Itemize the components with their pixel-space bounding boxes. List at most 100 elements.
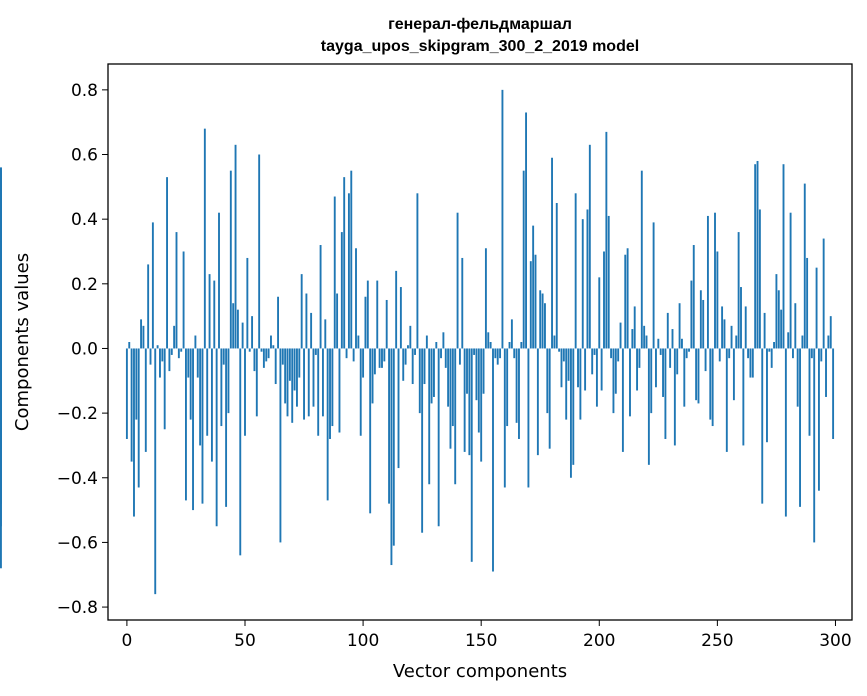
- bar: [692, 245, 695, 349]
- bar: [598, 277, 601, 349]
- bar: [562, 348, 565, 362]
- bar: [298, 348, 301, 378]
- bar: [317, 348, 320, 436]
- bar: [232, 303, 235, 349]
- bar: [359, 348, 362, 436]
- bar: [343, 177, 346, 349]
- bar: [773, 342, 775, 349]
- y-tick-label: −0.4: [57, 469, 98, 489]
- bar: [409, 325, 412, 349]
- bar: [669, 348, 672, 368]
- bar: [411, 348, 414, 385]
- bar: [655, 348, 657, 388]
- bar: [296, 348, 298, 407]
- bar: [586, 209, 589, 349]
- bar: [442, 332, 445, 349]
- bar: [175, 232, 178, 349]
- bar: [716, 251, 719, 349]
- bar: [480, 348, 483, 462]
- bar: [697, 348, 700, 404]
- bar: [220, 348, 223, 427]
- bar: [770, 348, 773, 368]
- bar: [758, 209, 761, 349]
- bar: [749, 348, 752, 378]
- bar: [444, 348, 447, 368]
- x-tick-label: 250: [701, 631, 733, 651]
- plot-area-frame: [107, 63, 853, 621]
- bar: [484, 248, 487, 349]
- bar: [584, 348, 587, 391]
- bar: [699, 290, 702, 349]
- bar: [518, 348, 520, 439]
- bar: [725, 348, 728, 452]
- bar: [248, 348, 251, 352]
- bar: [279, 348, 282, 543]
- bar: [378, 348, 381, 368]
- bar: [187, 348, 190, 378]
- bar: [822, 238, 825, 349]
- bar: [336, 293, 339, 349]
- bar: [477, 348, 480, 433]
- bar: [128, 342, 131, 349]
- bar: [144, 348, 147, 452]
- x-axis: 0 50 100 150 200 250 300: [121, 620, 852, 651]
- bar: [281, 348, 284, 365]
- bar: [607, 215, 610, 349]
- bar: [456, 212, 459, 349]
- bar: [603, 251, 605, 349]
- bar: [161, 348, 164, 362]
- bar: [130, 348, 133, 462]
- bar: [730, 325, 733, 349]
- bar: [813, 348, 816, 543]
- bar: [373, 348, 376, 375]
- bar: [581, 219, 584, 349]
- bar: [539, 290, 542, 349]
- bar: [548, 348, 551, 449]
- bar: [364, 296, 367, 349]
- bar: [499, 348, 502, 359]
- bar: [154, 348, 157, 595]
- bar: [577, 348, 579, 388]
- bar: [166, 177, 168, 349]
- bar: [617, 348, 620, 362]
- bar: [704, 348, 707, 372]
- bar: [173, 325, 176, 349]
- bar: [425, 335, 428, 349]
- bar: [177, 348, 180, 359]
- bar: [527, 348, 530, 488]
- bar: [300, 274, 303, 349]
- bar: [433, 348, 435, 397]
- bar: [159, 348, 161, 378]
- bar: [362, 348, 365, 378]
- bar: [340, 232, 343, 349]
- bar: [666, 312, 669, 349]
- bar: [560, 348, 563, 388]
- bar: [395, 270, 398, 349]
- bar: [825, 348, 827, 397]
- bar: [735, 335, 738, 349]
- bar: [428, 348, 431, 485]
- bar: [208, 274, 211, 349]
- bar: [787, 332, 790, 349]
- x-tick-label: 150: [465, 631, 497, 651]
- bar: [673, 348, 676, 446]
- bar: [489, 342, 492, 349]
- bar: [763, 312, 766, 349]
- bar: [454, 348, 457, 485]
- bar: [416, 193, 419, 349]
- bar: [501, 89, 504, 349]
- bar: [657, 338, 660, 349]
- bar: [546, 348, 549, 414]
- bar: [676, 348, 679, 375]
- bar: [147, 264, 150, 349]
- bar: [274, 348, 277, 385]
- y-tick-label: 0.0: [71, 339, 98, 359]
- y-tick-label: −0.6: [57, 533, 98, 553]
- bar: [820, 348, 823, 362]
- bar: [721, 306, 724, 349]
- chart-title-line-1: генерал-фельдмаршал: [388, 16, 572, 33]
- bar: [574, 193, 577, 349]
- bar: [522, 170, 525, 349]
- bar: [192, 348, 194, 511]
- bar: [614, 348, 617, 394]
